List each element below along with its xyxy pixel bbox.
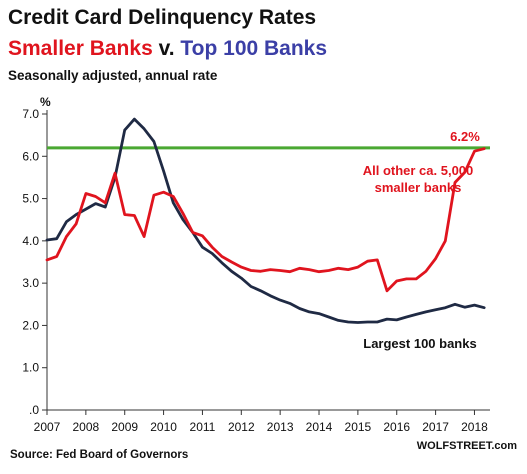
x-tick-label: 2009 <box>111 420 138 434</box>
series-line-smaller-banks <box>45 147 486 293</box>
source-note: Source: Fed Board of Governors <box>10 449 189 461</box>
x-tick-label: 2017 <box>422 420 449 434</box>
subtitle-versus: v. <box>152 37 181 60</box>
chart-note: Seasonally adjusted, annual rate <box>8 68 218 83</box>
series-line-largest-100-banks <box>45 117 486 324</box>
y-tick-label: 7.0 <box>22 107 39 121</box>
annotation-smaller-banks-line2: smaller banks <box>375 180 462 195</box>
x-axis: 2007 2008 2009 2010 2011 2012 2013 2014 2015 2016… <box>34 409 490 434</box>
subtitle-top-banks: Top 100 Banks <box>180 37 328 60</box>
y-tick-label: 1.0 <box>22 361 39 375</box>
y-tick-label: .0 <box>29 403 39 417</box>
y-tick-label: 2.0 <box>22 318 39 332</box>
x-tick-label: 2013 <box>267 420 294 434</box>
chart-subtitle: Smaller Banks v. Top 100 Banks <box>8 37 327 61</box>
subtitle-smaller-banks: Smaller Banks <box>8 37 153 60</box>
x-tick-label: 2010 <box>150 420 177 434</box>
annotation-layer: 6.2% All other ca. 5,000 smaller banks Larg… <box>363 129 481 351</box>
y-axis: %7.0 6.0 5.0 4.0 3.0 2.0 1.0 .0 <box>22 95 51 417</box>
y-tick-label: 5.0 <box>22 192 39 206</box>
reference-value-label: 6.2% <box>450 129 480 144</box>
y-tick-label: 3.0 <box>22 276 39 290</box>
x-tick-label: 2018 <box>461 420 488 434</box>
y-axis-unit: % <box>40 95 51 109</box>
annotation-largest-banks: Largest 100 banks <box>363 336 476 351</box>
x-tick-label: 2007 <box>34 420 61 434</box>
x-tick-label: 2016 <box>383 420 410 434</box>
y-tick-label: 4.0 <box>22 234 39 248</box>
x-tick-label: 2008 <box>73 420 100 434</box>
chart-title: Credit Card Delinquency Rates <box>8 6 317 29</box>
brand-watermark: WOLFSTREET.com <box>416 440 517 452</box>
annotation-smaller-banks-line1: All other ca. 5,000 <box>363 163 474 178</box>
x-tick-label: 2012 <box>228 420 255 434</box>
y-tick-label: 6.0 <box>22 149 39 163</box>
x-tick-label: 2014 <box>306 420 333 434</box>
x-tick-label: 2011 <box>190 420 216 434</box>
x-tick-label: 2015 <box>345 420 372 434</box>
series-layer <box>45 117 490 324</box>
